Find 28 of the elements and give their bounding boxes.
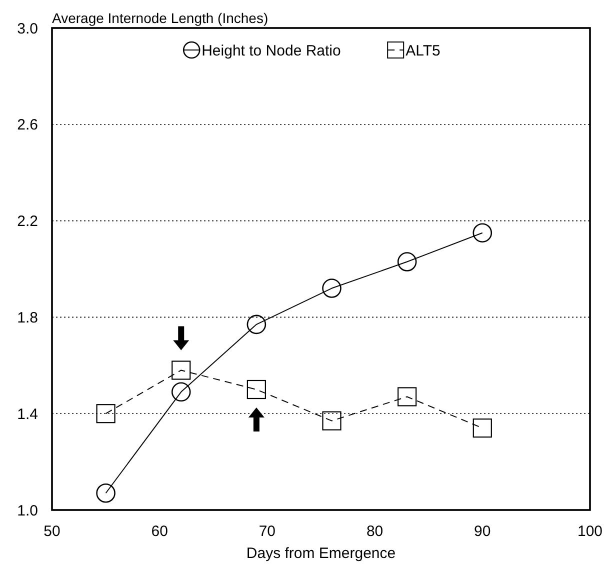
y-tick-label: 1.4 — [17, 406, 38, 423]
x-tick-label: 60 — [151, 523, 168, 540]
y-tick-label: 2.2 — [17, 213, 38, 230]
x-tick-label: 70 — [258, 523, 276, 540]
point — [246, 380, 266, 400]
y-tick-label: 3.0 — [17, 20, 38, 38]
x-tick-label: 80 — [366, 523, 384, 540]
point — [172, 360, 191, 380]
point — [472, 223, 492, 242]
point — [397, 252, 417, 272]
point — [322, 278, 342, 298]
legend-label: ALT5 — [406, 42, 440, 60]
x-tick-label: 50 — [44, 523, 60, 540]
point — [398, 387, 417, 406]
point — [246, 314, 266, 334]
x-tick-label: 100 — [577, 523, 603, 540]
y-tick-label: 1.8 — [17, 309, 38, 326]
y-axis-title: Average Internode Length (Inches) — [52, 10, 268, 26]
point — [96, 404, 116, 424]
point — [171, 382, 191, 402]
point — [96, 483, 116, 503]
legend-label: Height to Node Ratio — [202, 42, 341, 60]
y-tick-label: 2.6 — [17, 116, 38, 134]
x-tick-label: 90 — [474, 523, 491, 540]
point — [322, 411, 342, 430]
y-tick-label: 1.0 — [17, 502, 38, 520]
point — [472, 418, 492, 438]
x-axis-title: Days from Emergence — [246, 545, 396, 562]
